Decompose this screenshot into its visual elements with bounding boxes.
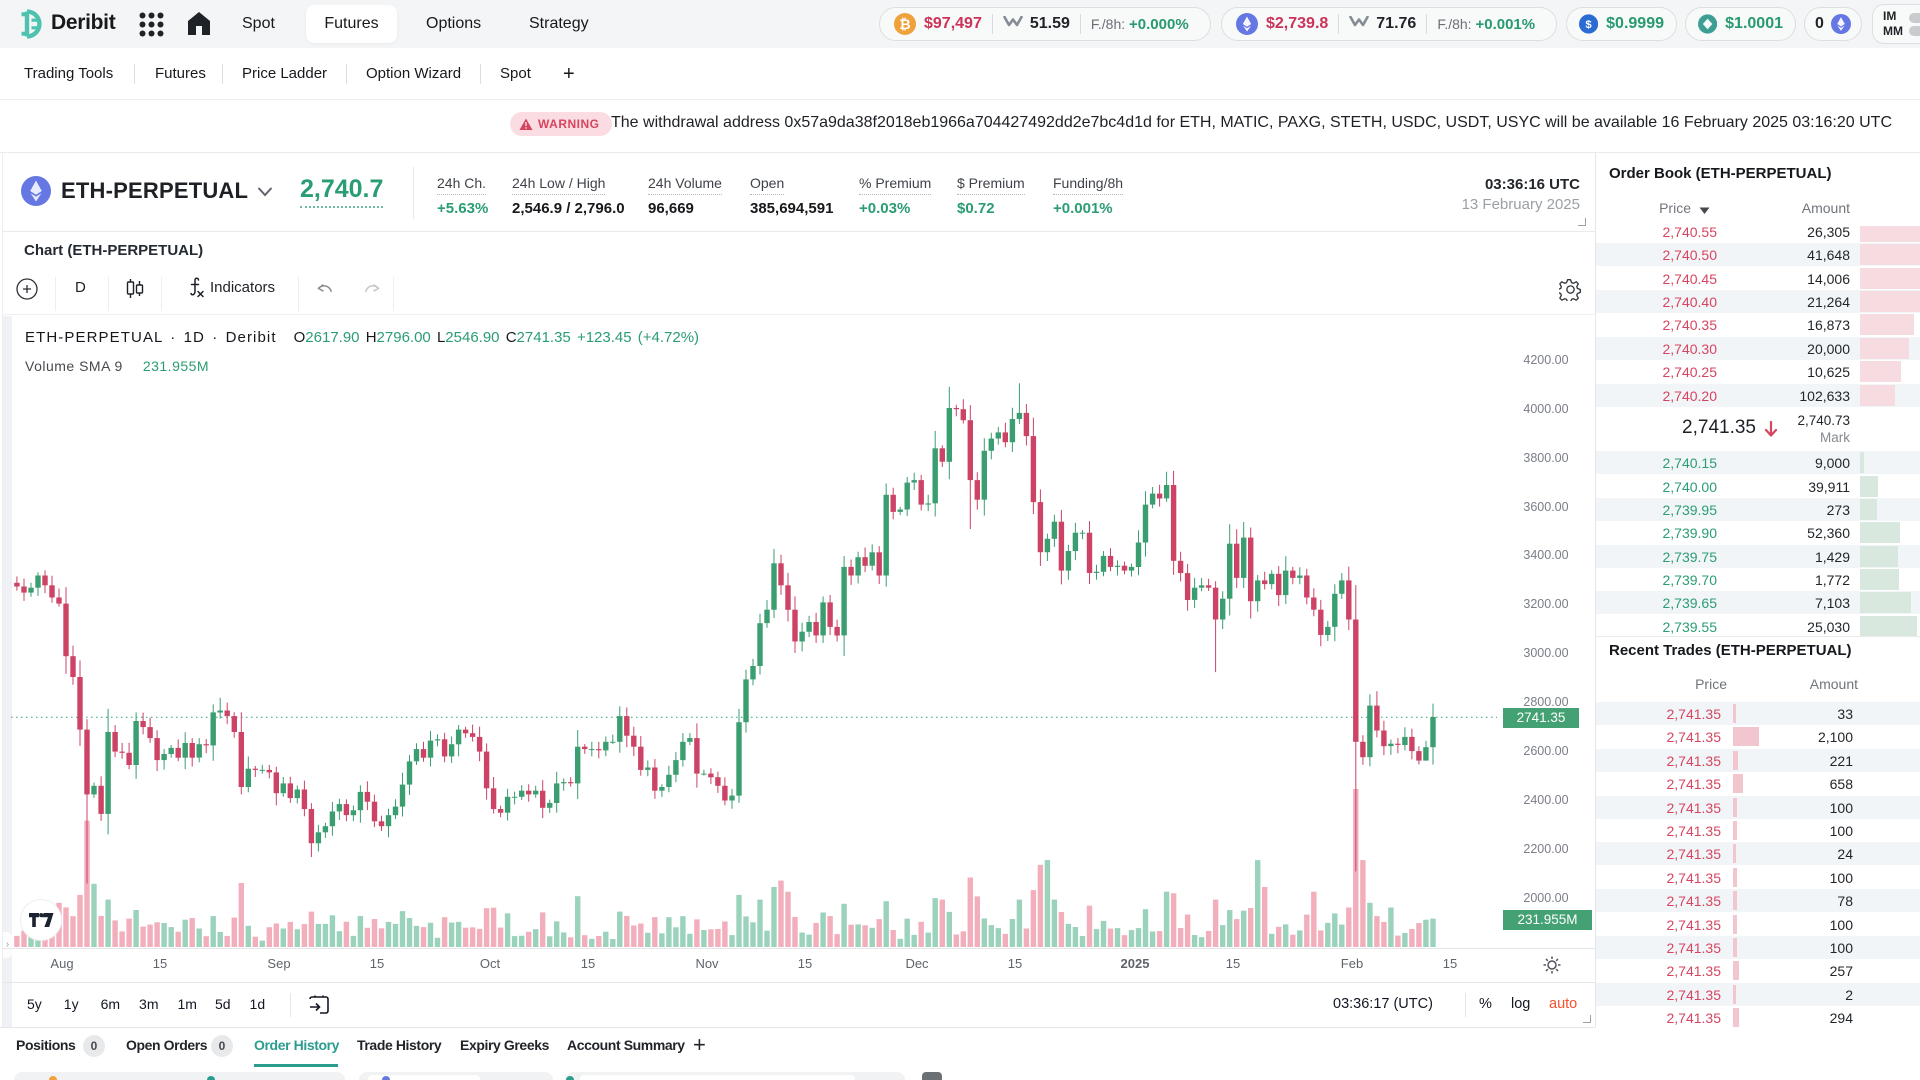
- svg-text:$: $: [1585, 19, 1592, 31]
- svg-text:₿: ₿: [899, 16, 910, 32]
